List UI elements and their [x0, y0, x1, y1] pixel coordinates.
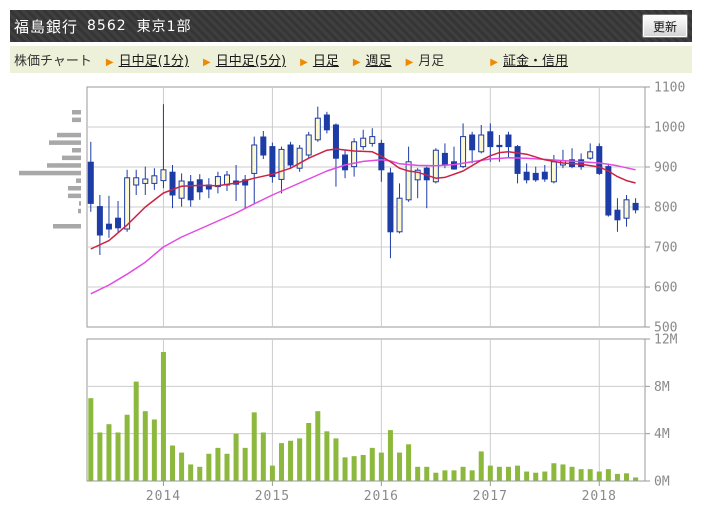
tab-intraday-5min-label[interactable]: 日中足(5分)	[215, 54, 287, 69]
svg-text:900: 900	[654, 161, 677, 176]
page-title: 株価チャート	[14, 54, 92, 69]
tab-weekly-label[interactable]: 週足	[365, 54, 392, 69]
svg-text:800: 800	[654, 201, 677, 216]
svg-text:2018: 2018	[582, 489, 617, 504]
volume-axis-labels: 12M 8M 4M 0M	[645, 333, 678, 490]
tab-monthly: ▶ 月足	[406, 54, 445, 69]
svg-text:2014: 2014	[146, 489, 181, 504]
tab-margin-credit-label[interactable]: 証金・信用	[502, 54, 568, 69]
svg-text:2015: 2015	[255, 489, 290, 504]
year-labels: 2014 2015 2016 2017 2018	[146, 481, 617, 504]
volume-bars	[88, 352, 639, 481]
svg-text:600: 600	[654, 281, 677, 296]
svg-text:4M: 4M	[654, 427, 670, 442]
arrow-icon: ▶	[352, 57, 361, 68]
svg-text:12M: 12M	[654, 333, 678, 348]
svg-text:2017: 2017	[473, 489, 508, 504]
tab-daily: ▶ 日足	[300, 54, 339, 69]
arrow-icon: ▶	[203, 57, 211, 68]
stock-code: 8562	[87, 18, 127, 34]
tab-intraday-5min: ▶ 日中足(5分)	[203, 54, 286, 69]
svg-text:1000: 1000	[654, 121, 685, 136]
ma-short-line	[90, 148, 636, 250]
tab-intraday-1min-label[interactable]: 日中足(1分)	[118, 54, 189, 69]
ma-long-line	[90, 157, 636, 295]
svg-text:2016: 2016	[364, 489, 399, 504]
grid	[86, 86, 646, 482]
volume-profile	[19, 110, 81, 229]
svg-text:500: 500	[654, 321, 677, 336]
svg-text:1100: 1100	[654, 81, 685, 96]
tab-monthly-label: 月足	[418, 54, 445, 69]
nav-items: ▶ 日中足(1分) ▶ 日中足(5分) ▶ 日足 ▶ 週足 ▶ 月足 ▶ 証金・信用	[92, 50, 568, 69]
arrow-icon: ▶	[490, 57, 498, 68]
tab-weekly: ▶ 週足	[353, 54, 392, 69]
title-bar: 福島銀行 8562 東京1部 更新	[10, 10, 692, 42]
svg-text:700: 700	[654, 241, 677, 256]
arrow-icon: ▶	[405, 57, 414, 68]
tab-intraday-1min: ▶ 日中足(1分)	[106, 54, 189, 69]
tab-margin-credit: ▶ 証金・信用	[490, 54, 568, 69]
svg-text:8M: 8M	[654, 380, 670, 395]
arrow-icon: ▶	[105, 57, 114, 68]
tab-daily-label[interactable]: 日足	[312, 54, 339, 69]
price-axis-labels: 1100 1000 900 800 700 600 500	[645, 81, 685, 336]
arrow-icon: ▶	[300, 57, 308, 68]
nav-bar: 株価チャート ▶ 日中足(1分) ▶ 日中足(5分) ▶ 日足 ▶ 週足 ▶ 月足 ▶ 証金・信用	[10, 46, 692, 73]
svg-text:0M: 0M	[654, 475, 670, 490]
market-name: 東京1部	[136, 19, 192, 35]
candles	[87, 104, 639, 259]
stock-name: 福島銀行	[14, 17, 79, 36]
refresh-button[interactable]: 更新	[642, 14, 688, 38]
